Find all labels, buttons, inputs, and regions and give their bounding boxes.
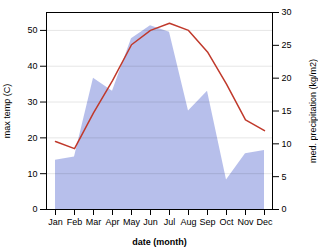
svg-text:30: 30 — [27, 97, 37, 107]
svg-text:20: 20 — [27, 133, 37, 143]
svg-text:Jul: Jul — [164, 217, 176, 227]
svg-text:50: 50 — [27, 25, 37, 35]
svg-text:max temp (C): max temp (C) — [2, 84, 12, 139]
svg-text:Jan: Jan — [48, 217, 63, 227]
svg-text:0: 0 — [282, 204, 287, 214]
svg-text:Sep: Sep — [199, 217, 215, 227]
svg-text:25: 25 — [282, 40, 292, 50]
svg-text:5: 5 — [282, 172, 287, 182]
svg-text:Apr: Apr — [105, 217, 119, 227]
svg-text:med. precipitation (kg/m2): med. precipitation (kg/m2) — [308, 59, 318, 163]
svg-text:20: 20 — [282, 73, 292, 83]
svg-text:date (month): date (month) — [132, 237, 187, 247]
svg-text:15: 15 — [282, 106, 292, 116]
svg-text:10: 10 — [282, 139, 292, 149]
svg-text:30: 30 — [282, 7, 292, 17]
svg-text:Oct: Oct — [219, 217, 234, 227]
svg-text:Dec: Dec — [256, 217, 273, 227]
svg-text:0: 0 — [32, 204, 37, 214]
svg-text:10: 10 — [27, 169, 37, 179]
svg-text:Feb: Feb — [67, 217, 83, 227]
svg-text:Nov: Nov — [237, 217, 254, 227]
svg-text:Mar: Mar — [86, 217, 102, 227]
svg-text:Jun: Jun — [143, 217, 158, 227]
svg-text:Aug: Aug — [180, 217, 196, 227]
svg-text:May: May — [123, 217, 141, 227]
svg-text:40: 40 — [27, 61, 37, 71]
